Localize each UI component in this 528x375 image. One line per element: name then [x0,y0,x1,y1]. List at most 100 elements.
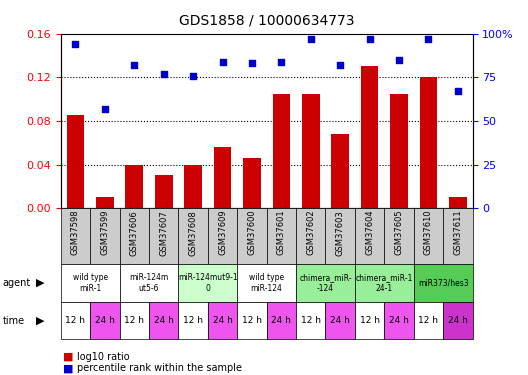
Bar [237,302,267,339]
Text: log10 ratio: log10 ratio [77,352,129,362]
Text: GSM37609: GSM37609 [218,210,227,255]
Text: GSM37607: GSM37607 [159,210,168,256]
Text: percentile rank within the sample: percentile rank within the sample [77,363,242,373]
Bar [90,208,119,264]
Bar [325,208,355,264]
Text: GSM37602: GSM37602 [306,210,315,255]
Bar [149,208,178,264]
Bar [414,302,443,339]
Text: 24 h: 24 h [448,316,468,325]
Bar [384,302,414,339]
Text: 12 h: 12 h [183,316,203,325]
Text: 24 h: 24 h [330,316,350,325]
Text: chimera_miR-
-124: chimera_miR- -124 [299,273,352,293]
Point [71,41,80,47]
Bar [96,197,114,208]
Text: GDS1858 / 10000634773: GDS1858 / 10000634773 [179,13,354,27]
Bar [414,208,443,264]
Bar [361,66,379,208]
Text: miR-124mut9-1
0: miR-124mut9-1 0 [178,273,238,293]
Text: GSM37600: GSM37600 [248,210,257,255]
Bar [237,208,267,264]
Text: GSM37606: GSM37606 [130,210,139,256]
Bar [355,302,384,339]
Point [307,36,315,42]
Text: GSM37598: GSM37598 [71,210,80,255]
Bar [178,208,208,264]
Bar [61,208,90,264]
Bar [443,208,473,264]
Text: GSM37601: GSM37601 [277,210,286,255]
Text: wild type
miR-124: wild type miR-124 [249,273,284,293]
Text: GSM37608: GSM37608 [188,210,197,256]
Bar [302,94,319,208]
Bar [390,94,408,208]
Bar [237,264,296,302]
Bar [178,302,208,339]
Bar [267,208,296,264]
Bar [155,176,173,208]
Point [189,73,197,79]
Text: 24 h: 24 h [213,316,232,325]
Point [277,58,286,64]
Text: GSM37611: GSM37611 [454,210,463,255]
Bar [272,94,290,208]
Text: chimera_miR-1
24-1: chimera_miR-1 24-1 [356,273,413,293]
Bar [149,302,178,339]
Point [130,62,138,68]
Bar [61,302,90,339]
Bar [119,208,149,264]
Text: agent: agent [3,278,31,288]
Text: 12 h: 12 h [65,316,86,325]
Bar [355,264,414,302]
Text: time: time [3,316,25,326]
Text: 24 h: 24 h [271,316,291,325]
Text: 24 h: 24 h [154,316,174,325]
Point [336,62,344,68]
Bar [90,302,119,339]
Bar [296,208,325,264]
Bar [214,147,231,208]
Text: GSM37604: GSM37604 [365,210,374,255]
Text: ■: ■ [63,352,74,362]
Bar [384,208,414,264]
Text: GSM37603: GSM37603 [336,210,345,256]
Bar [119,302,149,339]
Text: miR-124m
ut5-6: miR-124m ut5-6 [129,273,168,293]
Text: wild type
miR-1: wild type miR-1 [72,273,108,293]
Text: GSM37599: GSM37599 [100,210,109,255]
Point [454,88,462,94]
Bar [325,302,355,339]
Bar [126,165,143,208]
Text: 12 h: 12 h [360,316,380,325]
Point [365,36,374,42]
Bar [443,302,473,339]
Bar [119,264,178,302]
Bar [355,208,384,264]
Text: 12 h: 12 h [242,316,262,325]
Point [248,60,256,66]
Bar [267,302,296,339]
Bar [296,302,325,339]
Bar [61,264,119,302]
Text: GSM37610: GSM37610 [424,210,433,255]
Text: ▶: ▶ [36,278,44,288]
Text: 12 h: 12 h [124,316,144,325]
Bar [332,134,349,208]
Text: 12 h: 12 h [301,316,321,325]
Text: ▶: ▶ [36,316,44,326]
Bar [243,158,261,208]
Text: GSM37605: GSM37605 [394,210,403,255]
Bar [296,264,355,302]
Text: 12 h: 12 h [418,316,438,325]
Bar [420,77,437,208]
Text: 24 h: 24 h [95,316,115,325]
Point [424,36,432,42]
Bar [414,264,473,302]
Bar [449,197,467,208]
Bar [208,302,237,339]
Bar [178,264,237,302]
Text: ■: ■ [63,363,74,373]
Point [159,71,168,77]
Point [395,57,403,63]
